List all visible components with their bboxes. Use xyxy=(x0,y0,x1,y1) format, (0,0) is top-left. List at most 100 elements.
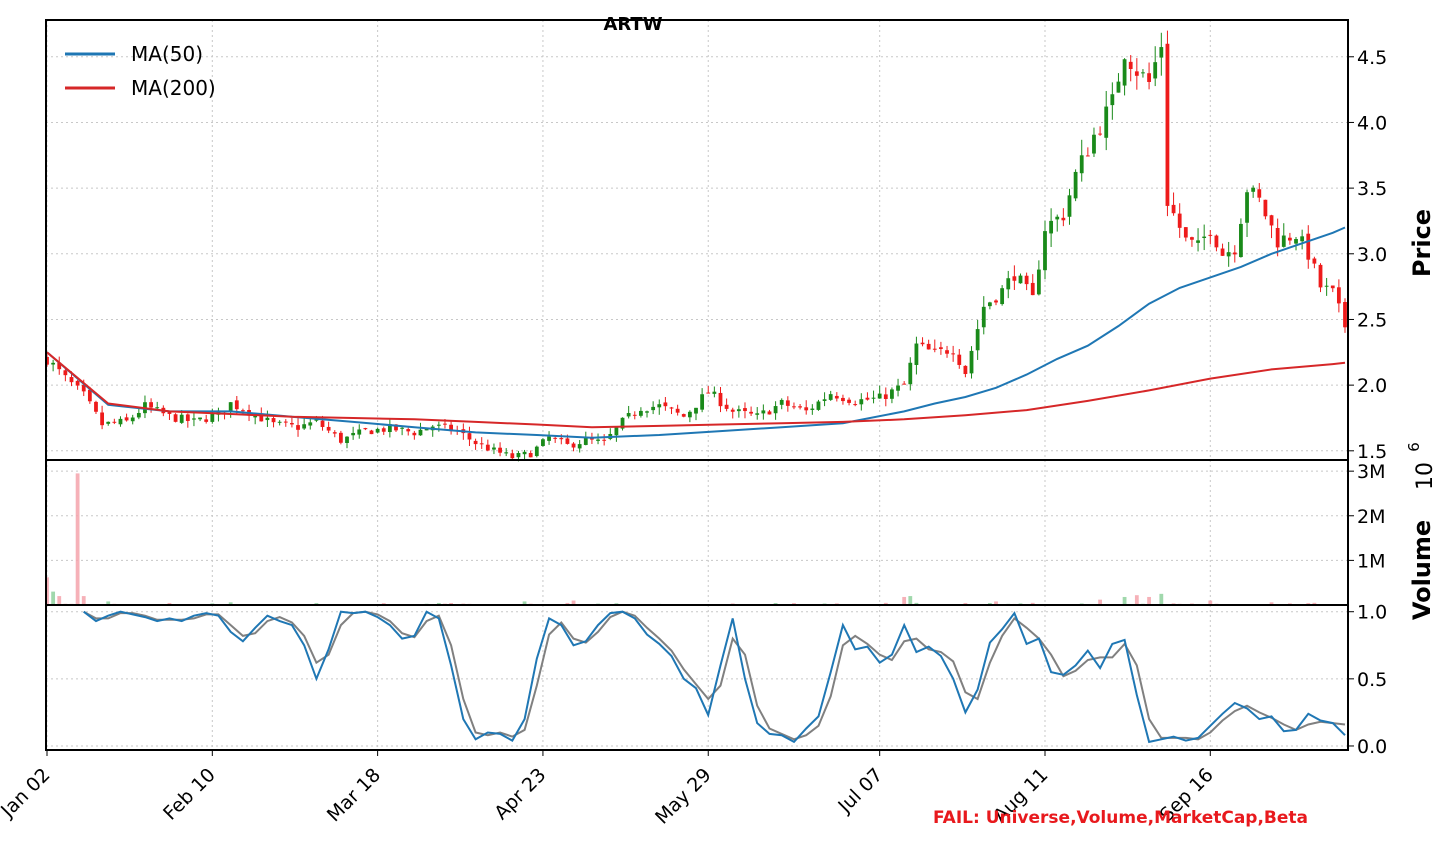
candle-body xyxy=(118,418,123,425)
candle-body xyxy=(1067,195,1072,217)
volume-bar xyxy=(1030,602,1035,605)
candle-body xyxy=(443,423,447,425)
candle-body xyxy=(1049,220,1054,234)
candle-body xyxy=(822,399,827,401)
candle-body xyxy=(87,389,92,402)
candle-body xyxy=(467,433,472,440)
candle-body xyxy=(853,404,858,406)
volume-bar xyxy=(106,601,111,605)
candle-body xyxy=(859,399,864,405)
candle-body xyxy=(804,407,809,411)
x-tick-label: Jan 02 xyxy=(0,764,55,822)
volume-bar xyxy=(1098,599,1102,605)
volume-bar xyxy=(522,601,527,605)
candle-body xyxy=(694,407,698,414)
candle-body xyxy=(1043,231,1047,271)
candle-body xyxy=(130,417,135,422)
candle-body xyxy=(522,451,527,455)
candle-body xyxy=(963,365,968,375)
volume-tick-label: 1M xyxy=(1357,550,1385,572)
volume-bar xyxy=(1269,602,1274,605)
candle-body xyxy=(602,439,607,441)
volume-bar xyxy=(436,602,441,605)
candle-body xyxy=(1190,237,1194,240)
candle-body xyxy=(424,428,429,431)
candle-body xyxy=(681,414,686,417)
candle-body xyxy=(302,424,307,429)
candle-body xyxy=(1257,189,1262,198)
volume-scale-exponent: 6 xyxy=(1405,442,1423,452)
candle-body xyxy=(908,362,913,385)
candle-body xyxy=(736,409,741,412)
candle-body xyxy=(192,418,196,420)
candle-body xyxy=(902,383,907,385)
candle-body xyxy=(981,306,986,328)
legend-label-ma50: MA(50) xyxy=(131,42,203,66)
candle-body xyxy=(351,432,356,436)
candle-body xyxy=(1318,264,1323,288)
candle-body xyxy=(1134,71,1139,76)
candle-body xyxy=(1036,269,1041,295)
candle-body xyxy=(283,421,288,423)
candle-body xyxy=(1061,217,1066,221)
candle-body xyxy=(1343,302,1347,328)
candle-body xyxy=(326,426,331,431)
candle-body xyxy=(449,424,453,432)
candle-body xyxy=(1263,199,1268,217)
panel-frames xyxy=(45,19,1349,751)
candle-body xyxy=(620,417,625,429)
candle-body xyxy=(473,440,478,445)
x-tick-label: Jul 07 xyxy=(833,764,887,818)
volume-scale-base: 10 xyxy=(1413,462,1438,490)
candle-body xyxy=(994,300,998,303)
candle-body xyxy=(865,397,870,400)
candle-body xyxy=(1165,43,1170,206)
candle-body xyxy=(418,429,423,436)
candle-body xyxy=(63,370,68,376)
candle-body xyxy=(320,420,325,427)
candle-body xyxy=(75,380,80,386)
candle-body xyxy=(94,401,98,412)
candle-body xyxy=(1281,235,1286,247)
oscillator-tick-label: 1.0 xyxy=(1357,602,1387,624)
volume-bar xyxy=(994,601,998,605)
candle-body xyxy=(51,362,56,365)
candle-body xyxy=(590,438,594,440)
candle-body xyxy=(871,397,876,399)
candle-body xyxy=(675,408,680,413)
candle-body xyxy=(645,411,649,413)
candle-body xyxy=(167,411,172,414)
candle-body xyxy=(149,402,153,408)
candle-body xyxy=(712,391,717,394)
candle-body xyxy=(987,302,992,307)
candle-body xyxy=(534,446,539,457)
oscillator-panel-frame xyxy=(45,604,1349,751)
candle-body xyxy=(951,353,956,355)
candle-body xyxy=(1122,59,1127,86)
candle-body xyxy=(1055,216,1060,220)
candle-body xyxy=(626,413,631,417)
candle-body xyxy=(1196,240,1200,243)
candle-body xyxy=(241,410,245,412)
candle-body xyxy=(596,439,600,441)
candle-body xyxy=(1245,192,1249,223)
candle-body xyxy=(1073,171,1078,199)
volume-bar xyxy=(914,602,919,605)
candle-body xyxy=(479,443,484,445)
candle-body xyxy=(124,417,129,421)
oscillator-fast-line xyxy=(83,610,1346,744)
candle-body xyxy=(412,432,417,436)
price-tick-label: 4.0 xyxy=(1357,112,1387,134)
candle-body xyxy=(749,411,754,414)
candle-body xyxy=(718,392,723,407)
candle-body xyxy=(228,402,233,411)
price-tick-label: 2.5 xyxy=(1357,309,1387,331)
candle-body xyxy=(926,343,931,350)
candle-body xyxy=(69,377,74,383)
candle-body xyxy=(81,384,86,392)
price-tick-label: 4.5 xyxy=(1357,47,1387,69)
candle-body xyxy=(724,404,729,409)
volume-bar xyxy=(565,602,570,605)
candle-body xyxy=(332,432,337,434)
candle-body xyxy=(492,447,496,450)
